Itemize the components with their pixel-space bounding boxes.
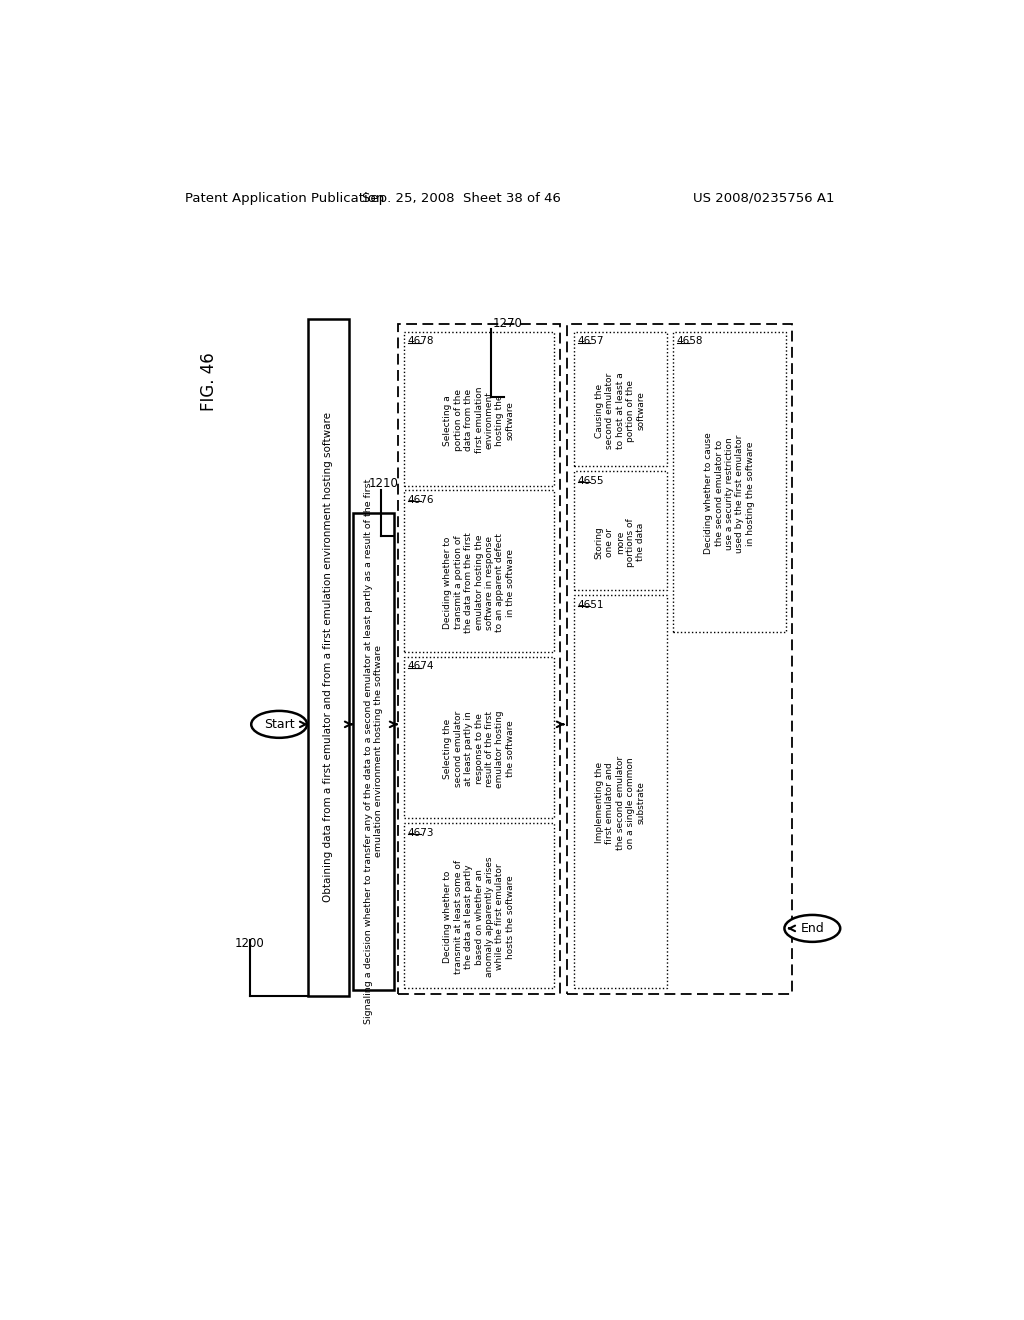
Text: Storing
one or
more
portions of
the data: Storing one or more portions of the data xyxy=(595,517,645,566)
Text: Signaling a decision whether to transfer any of the data to a second emulator at: Signaling a decision whether to transfer… xyxy=(364,479,383,1024)
Text: Sep. 25, 2008  Sheet 38 of 46: Sep. 25, 2008 Sheet 38 of 46 xyxy=(361,191,561,205)
Text: Selecting a
portion of the
data from the
first emulation
environment
hosting the: Selecting a portion of the data from the… xyxy=(443,387,515,454)
Bar xyxy=(403,490,554,652)
Bar xyxy=(673,331,786,632)
Text: Patent Application Publication: Patent Application Publication xyxy=(184,191,384,205)
Bar xyxy=(403,331,554,486)
Text: 4651: 4651 xyxy=(578,599,604,610)
Text: 4674: 4674 xyxy=(408,661,434,671)
Bar xyxy=(397,323,560,994)
Text: Selecting the
second emulator
at least partly in
response to the
result of the f: Selecting the second emulator at least p… xyxy=(443,710,515,788)
Text: 4658: 4658 xyxy=(677,337,703,346)
Text: 4678: 4678 xyxy=(408,337,434,346)
Text: Deciding whether to cause
the second emulator to
use a security restriction
used: Deciding whether to cause the second emu… xyxy=(705,433,755,554)
Text: 4655: 4655 xyxy=(578,475,604,486)
Bar xyxy=(403,656,554,818)
Text: Deciding whether to
transmit a portion of
the data from the first
emulator hosti: Deciding whether to transmit a portion o… xyxy=(443,532,515,634)
Text: Implementing the
first emulator and
the second emulator
on a single common
subst: Implementing the first emulator and the … xyxy=(595,756,645,850)
Text: 4673: 4673 xyxy=(408,828,434,837)
Text: Causing the
second emulator
to host at least a
portion of the
software: Causing the second emulator to host at l… xyxy=(595,372,645,449)
Text: Obtaining data from a first emulator and from a first emulation environment host: Obtaining data from a first emulator and… xyxy=(324,412,334,903)
Text: Start: Start xyxy=(264,718,295,731)
Ellipse shape xyxy=(784,915,841,942)
Bar xyxy=(573,331,667,466)
Bar xyxy=(573,471,667,590)
Bar xyxy=(573,595,667,987)
Text: Deciding whether to
transmit at least some of
the data at least partly
based on : Deciding whether to transmit at least so… xyxy=(443,857,515,977)
Text: 1200: 1200 xyxy=(234,937,264,950)
Bar xyxy=(567,323,793,994)
Text: 1210: 1210 xyxy=(369,477,398,490)
Ellipse shape xyxy=(251,711,307,738)
Bar xyxy=(352,512,394,990)
Bar xyxy=(403,822,554,987)
Text: US 2008/0235756 A1: US 2008/0235756 A1 xyxy=(693,191,835,205)
Text: FIG. 46: FIG. 46 xyxy=(201,352,218,411)
Bar xyxy=(308,318,349,997)
Text: 1270: 1270 xyxy=(493,317,522,330)
Text: 4657: 4657 xyxy=(578,337,604,346)
Text: 4676: 4676 xyxy=(408,495,434,504)
Text: End: End xyxy=(801,921,824,935)
